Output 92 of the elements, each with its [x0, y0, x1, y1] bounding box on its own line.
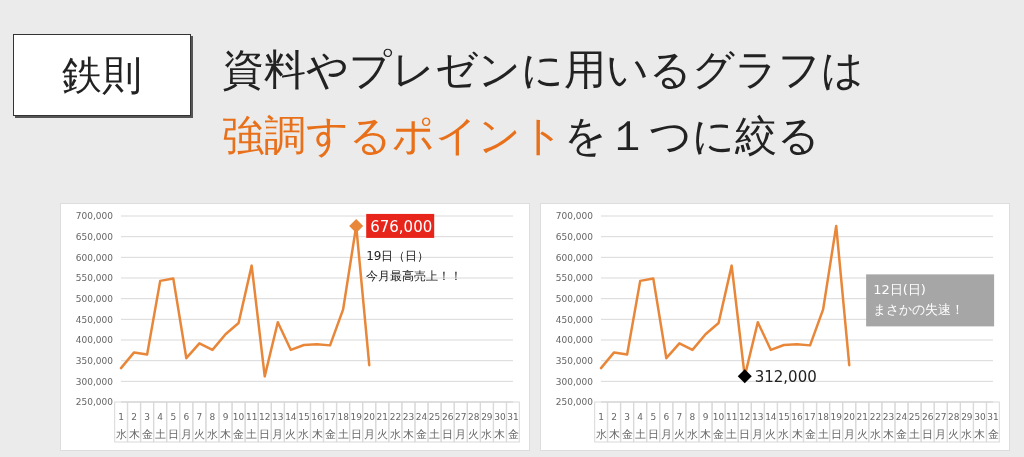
y-tick-label: 650,000	[555, 231, 594, 242]
x-tick-label: 2 木	[608, 412, 620, 441]
x-tick-label: 1 水	[595, 412, 607, 441]
x-tick-label: 10 金	[232, 412, 245, 441]
y-tick-label: 400,000	[555, 335, 594, 346]
x-tick-label: 12 日	[259, 412, 271, 441]
x-tick-label: 3 金	[621, 412, 633, 441]
text: 鉄則	[13, 34, 191, 116]
y-tick-label: 550,000	[75, 273, 114, 284]
x-tick-label: 14 火	[285, 412, 297, 441]
x-tick-label: 11 土	[245, 412, 258, 441]
x-tick-label: 4 土	[154, 412, 166, 441]
x-tick-label: 21 火	[376, 412, 389, 441]
x-tick-label: 5 日	[167, 412, 179, 441]
y-tick-label: 600,000	[555, 252, 594, 263]
x-tick-label: 24 金	[895, 412, 908, 441]
x-tick-label: 8 水	[686, 412, 698, 441]
x-tick-label: 21 火	[856, 412, 869, 441]
x-tick-label: 22 水	[869, 412, 882, 441]
x-tick-label: 4 土	[634, 412, 646, 441]
x-tick-label: 30 木	[974, 412, 986, 441]
x-tick-label: 19 日	[350, 412, 363, 441]
x-tick-label: 20 月	[363, 412, 376, 441]
x-tick-label: 13 月	[272, 412, 284, 441]
data-label: 312,000	[754, 368, 817, 387]
y-tick-label: 500,000	[75, 293, 114, 304]
y-tick-label: 350,000	[75, 355, 114, 366]
y-tick-label: 250,000	[555, 397, 594, 408]
x-tick-label: 17 金	[804, 412, 816, 441]
x-tick-label: 10 金	[712, 412, 725, 441]
x-tick-label: 15 水	[298, 412, 310, 441]
y-tick-label: 700,000	[555, 211, 594, 222]
y-tick-label: 350,000	[555, 355, 594, 366]
x-tick-label: 17 金	[324, 412, 336, 441]
x-tick-label: 12 日	[739, 412, 751, 441]
y-tick-label: 300,000	[75, 376, 114, 387]
x-tick-label: 29 水	[961, 412, 973, 441]
x-tick-label: 6 月	[180, 412, 192, 441]
x-tick-label: 30 木	[494, 412, 506, 441]
annotation: 12日(日)	[873, 282, 926, 298]
text: を１つに絞る	[564, 111, 820, 160]
x-tick-label: 3 金	[141, 412, 153, 441]
y-tick-label: 600,000	[75, 252, 114, 263]
x-tick-label: 14 火	[765, 412, 777, 441]
x-tick-label: 7 火	[193, 412, 205, 441]
x-tick-label: 25 土	[428, 412, 441, 441]
data-label: 676,000	[370, 217, 433, 236]
x-tick-label: 28 火	[948, 412, 960, 441]
x-tick-label: 18 土	[817, 412, 830, 441]
x-tick-label: 22 水	[389, 412, 402, 441]
y-tick-label: 450,000	[555, 314, 594, 325]
x-tick-label: 16 木	[311, 412, 323, 441]
x-tick-label: 8 水	[206, 412, 218, 441]
annotation: 今月最高売上！！	[366, 268, 463, 283]
x-tick-label: 23 木	[402, 412, 415, 441]
x-tick-label: 24 金	[415, 412, 428, 441]
x-tick-label: 9 木	[220, 412, 232, 441]
x-tick-label: 31 金	[987, 412, 999, 441]
y-tick-label: 500,000	[555, 293, 594, 304]
x-tick-label: 20 月	[843, 412, 856, 441]
x-tick-label: 26 日	[921, 412, 934, 441]
x-tick-label: 26 日	[441, 412, 454, 441]
x-tick-label: 6 月	[660, 412, 672, 441]
y-tick-label: 400,000	[75, 335, 114, 346]
text: 強調するポイント	[222, 111, 564, 160]
x-tick-label: 29 水	[481, 412, 493, 441]
x-tick-label: 28 火	[468, 412, 480, 441]
x-tick-label: 31 金	[507, 412, 519, 441]
x-tick-label: 25 土	[908, 412, 921, 441]
x-tick-label: 15 水	[778, 412, 790, 441]
x-tick-label: 27 月	[935, 412, 947, 441]
x-tick-label: 16 木	[791, 412, 803, 441]
y-tick-label: 650,000	[75, 231, 114, 242]
x-tick-label: 13 月	[752, 412, 764, 441]
x-tick-label: 7 火	[673, 412, 685, 441]
x-tick-label: 1 水	[115, 412, 127, 441]
text: 資料やプレゼンに用いるグラフは	[222, 44, 864, 96]
x-tick-label: 9 木	[700, 412, 712, 441]
x-tick-label: 18 土	[337, 412, 350, 441]
y-tick-label: 700,000	[75, 211, 114, 222]
y-tick-label: 450,000	[75, 314, 114, 325]
x-tick-label: 19 日	[830, 412, 843, 441]
annotation: 19日（日）	[366, 248, 430, 263]
annotation: まさかの失速！	[873, 302, 965, 318]
y-tick-label: 550,000	[555, 273, 594, 284]
y-tick-label: 250,000	[75, 397, 114, 408]
x-tick-label: 23 木	[882, 412, 895, 441]
y-tick-label: 300,000	[555, 376, 594, 387]
x-tick-label: 27 月	[455, 412, 467, 441]
x-tick-label: 5 日	[647, 412, 659, 441]
x-tick-label: 11 土	[725, 412, 738, 441]
x-tick-label: 2 木	[128, 412, 140, 441]
